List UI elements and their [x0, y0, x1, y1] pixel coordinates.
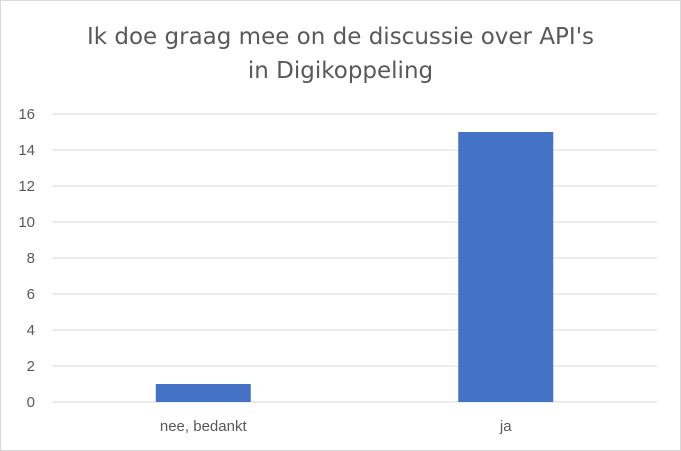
chart-title-line-1: Ik doe graag mee on de discussie over AP…	[86, 24, 595, 50]
y-tick-label: 12	[18, 178, 35, 195]
bar-2	[458, 132, 554, 402]
gridlines	[52, 113, 657, 403]
y-tick-label: 0	[27, 394, 35, 411]
x-axis-labels: nee, bedankt ja	[160, 418, 512, 435]
y-tick-label: 6	[27, 286, 35, 303]
chart-title-line-2: in Digikoppeling	[247, 58, 434, 84]
y-axis-ticks: 0 2 4 6 8 10 12 14 16	[18, 106, 35, 411]
y-tick-label: 16	[18, 106, 35, 123]
x-category-label: nee, bedankt	[160, 418, 248, 435]
x-category-label: ja	[499, 418, 512, 435]
y-tick-label: 2	[27, 358, 35, 375]
chart-title: Ik doe graag mee on de discussie over AP…	[0, 20, 681, 88]
y-tick-label: 14	[18, 142, 35, 159]
y-tick-label: 8	[27, 250, 35, 267]
y-tick-label: 4	[27, 322, 35, 339]
bars	[155, 132, 554, 402]
y-tick-label: 10	[18, 214, 35, 231]
bar-1	[155, 384, 251, 402]
